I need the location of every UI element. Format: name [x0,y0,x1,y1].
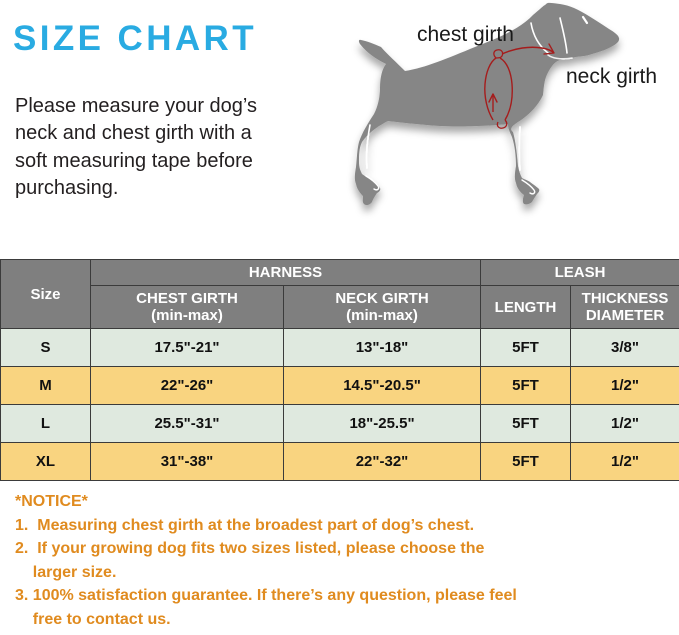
svg-text:chest girth: chest girth [417,23,514,46]
svg-text:neck girth: neck girth [566,65,657,88]
